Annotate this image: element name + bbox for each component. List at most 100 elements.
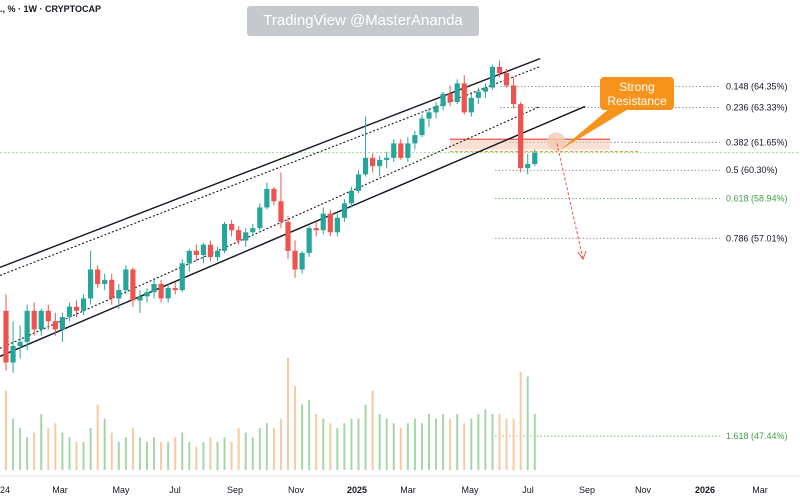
volume-bar-18: [131, 427, 134, 470]
volume-bar-25: [181, 432, 184, 470]
candle-body-70: [496, 66, 503, 74]
candle-body-60: [426, 112, 432, 119]
candle-body-16: [116, 290, 122, 299]
candle-body-24: [172, 288, 178, 291]
candle-body-23: [165, 288, 171, 299]
fib-label-4: 0.618 (58.94%): [726, 193, 788, 203]
volume-bar-35: [251, 437, 254, 470]
volume-bar-19: [138, 437, 141, 470]
volume-bar-48: [343, 423, 346, 470]
volume-bar-52: [371, 390, 374, 470]
candle-body-52: [370, 157, 376, 167]
volume-bar-56: [399, 427, 402, 470]
volume-bar-14: [103, 418, 106, 470]
candle-body-45: [320, 213, 326, 231]
volume-bar-54: [385, 418, 388, 470]
candle-body-21: [151, 283, 157, 293]
volume-bar-24: [174, 437, 177, 470]
volume-bar-43: [308, 399, 311, 470]
volume-bar-39: [279, 418, 282, 470]
candle-body-14: [102, 279, 108, 284]
volume-bar-23: [167, 441, 170, 470]
candle-body-8: [59, 317, 65, 330]
candle-body-38: [271, 188, 277, 202]
volume-bar-38: [272, 427, 275, 470]
volume-bar-53: [378, 413, 381, 470]
candle-body-42: [299, 252, 305, 270]
candle-body-28: [200, 244, 206, 255]
volume-bar-27: [195, 446, 198, 470]
volume-bar-51: [364, 404, 367, 470]
callout-line-2: Resistance: [607, 94, 667, 108]
candle-body-33: [236, 230, 242, 241]
candle-body-11: [80, 298, 87, 311]
candle-body-31: [221, 223, 228, 251]
candle-body-9: [66, 306, 73, 318]
candle-body-46: [327, 213, 333, 233]
candle-body-1: [10, 345, 16, 363]
volume-bar-3: [26, 437, 29, 470]
candle-body-22: [158, 283, 164, 299]
volume-bar-60: [428, 413, 430, 470]
volume-bar-67: [477, 413, 480, 470]
projection-arrowhead: [577, 250, 587, 261]
x-tick-label-6: 2025: [347, 485, 367, 495]
header-symbol: ., % · 1W · CRYPTOCAP: [0, 4, 102, 14]
candle-body-75: [532, 152, 538, 165]
candle-body-51: [362, 157, 369, 175]
x-tick-label-5: Nov: [288, 485, 305, 495]
volume-bar-31: [223, 437, 226, 470]
candle-body-54: [384, 157, 390, 160]
candle-body-2: [17, 341, 23, 346]
candle-body-41: [292, 250, 298, 270]
candle-body-56: [398, 143, 404, 158]
channel-lower-inner: [0, 105, 541, 349]
callout-line-1: Strong: [619, 80, 655, 94]
candle-body-5: [38, 310, 44, 330]
volume-bar-44: [315, 413, 318, 470]
candle-body-35: [250, 228, 256, 233]
fib-label-6: 1.618 (47.44%): [726, 431, 788, 441]
candle-body-19: [137, 296, 143, 301]
volume-bar-55: [392, 423, 395, 470]
resistance-highlight: [547, 132, 565, 151]
x-tick-label-4: Sep: [227, 485, 243, 495]
candle-body-48: [341, 203, 347, 218]
x-tick-label-2: May: [112, 485, 130, 495]
volume-bar-32: [230, 441, 233, 470]
callout-pointer: [560, 108, 630, 150]
candle-body-3: [24, 310, 30, 342]
volume-bar-20: [146, 441, 148, 470]
candle-body-20: [144, 292, 150, 297]
candle-body-59: [419, 118, 425, 136]
candle-body-27: [193, 250, 199, 255]
candle-body-61: [433, 106, 439, 113]
x-tick-label-7: Mar: [400, 485, 416, 495]
candle-body-10: [73, 306, 80, 311]
volume-bar-34: [244, 432, 247, 470]
volume-bar-59: [420, 423, 423, 470]
volume-bar-42: [301, 404, 304, 470]
candle-body-44: [313, 228, 319, 231]
volume-bar-21: [153, 437, 156, 470]
candle-body-43: [306, 228, 312, 253]
x-tick-label-11: Nov: [635, 485, 652, 495]
volume-bar-68: [484, 409, 487, 470]
volume-bar-2: [19, 427, 22, 470]
x-tick-label-0: 24: [0, 485, 10, 495]
volume-bar-65: [463, 423, 466, 470]
candle-body-55: [391, 143, 397, 158]
x-tick-label-1: Mar: [52, 485, 68, 495]
volume-bar-12: [89, 427, 92, 470]
volume-bar-73: [519, 371, 522, 470]
volume-bar-61: [435, 418, 438, 470]
volume-bar-74: [526, 376, 529, 470]
candle-body-7: [52, 321, 58, 330]
volume-bar-72: [512, 418, 515, 470]
volume-bar-30: [216, 441, 219, 470]
candle-body-37: [264, 188, 270, 208]
volume-bar-26: [188, 441, 191, 470]
volume-bar-75: [533, 413, 536, 470]
volume-bar-8: [61, 432, 64, 470]
